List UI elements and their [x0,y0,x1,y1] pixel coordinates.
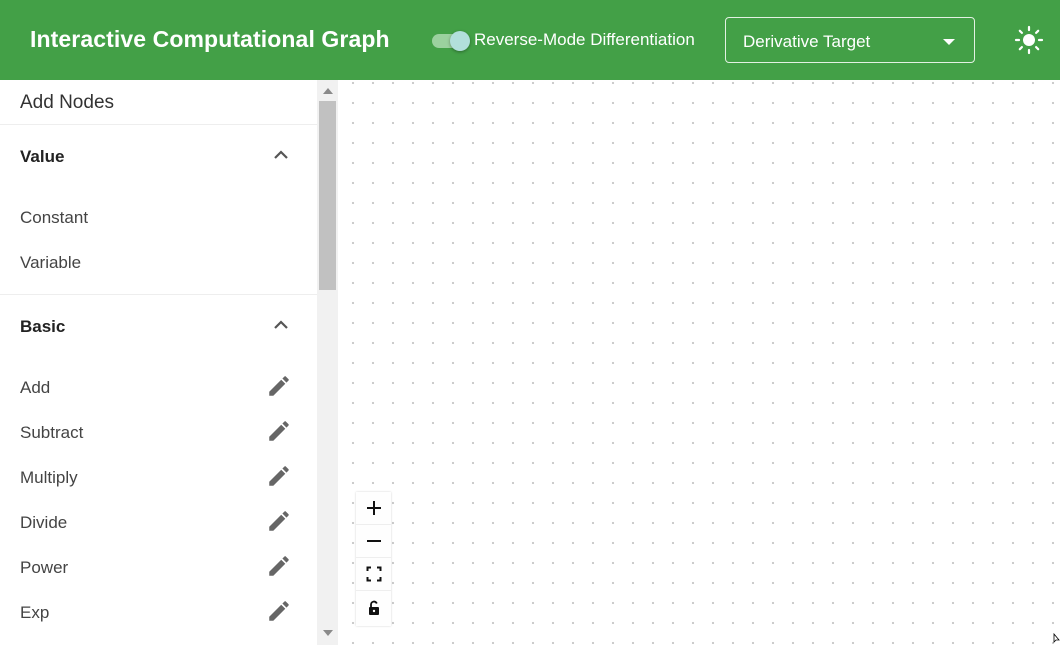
fit-view-icon [366,566,381,582]
theme-toggle-button[interactable] [1012,24,1046,58]
sidebar-title: Add Nodes [20,92,115,113]
node-item-label: Exp [20,603,50,622]
canvas-controls [356,492,391,626]
node-item-divide[interactable]: Divide [0,503,317,543]
pencil-icon[interactable] [266,508,292,534]
app-title: Interactive Computational Graph [30,26,390,52]
zoom-in-button[interactable] [356,492,391,525]
node-item-add[interactable]: Add [0,368,317,408]
graph-canvas[interactable] [339,80,1060,645]
section-title: Basic [20,317,66,336]
pencil-icon[interactable] [266,598,292,624]
node-item-label: Multiply [20,468,78,487]
app-bar: Interactive Computational Graph Reverse-… [0,0,1060,80]
scroll-up-arrow-icon[interactable] [323,88,333,94]
node-item-label: Divide [20,513,68,532]
zoom-out-button[interactable] [356,525,391,558]
lock-button[interactable] [356,591,391,624]
derivative-target-select[interactable]: Derivative Target [725,17,975,63]
sidebar-content: Add Nodes Value Constant Variable Basic … [0,80,317,645]
scrollbar-thumb[interactable] [319,101,336,290]
pencil-icon[interactable] [266,373,292,399]
mouse-cursor-icon [1053,633,1060,643]
dropdown-arrow-icon [943,39,955,45]
chevron-up-icon [274,320,288,329]
node-item-label: Constant [20,208,89,227]
pencil-icon[interactable] [266,463,292,489]
fit-view-button[interactable] [356,558,391,591]
zoom-out-icon [366,540,381,542]
lock-icon [368,600,379,615]
sun-icon [1014,25,1044,55]
node-sidebar: Add Nodes Value Constant Variable Basic … [0,80,338,645]
node-item-variable[interactable]: Variable [0,243,317,283]
zoom-in-icon [366,501,381,515]
node-item-exp[interactable]: Exp [0,593,317,633]
scroll-down-arrow-icon[interactable] [323,630,333,636]
toggle-thumb [450,31,470,51]
node-item-multiply[interactable]: Multiply [0,458,317,498]
sidebar-scrollbar[interactable] [317,80,338,645]
node-item-label: Add [20,378,51,397]
reverse-mode-toggle[interactable] [432,31,470,51]
reverse-mode-label[interactable]: Reverse-Mode Differentiation [474,30,695,49]
section-header-value[interactable]: Value [0,135,317,175]
node-item-power[interactable]: Power [0,548,317,588]
divider [0,294,317,295]
section-header-basic[interactable]: Basic [0,305,317,345]
node-item-subtract[interactable]: Subtract [0,413,317,453]
section-title: Value [20,147,65,166]
divider [0,124,317,125]
chevron-up-icon [274,150,288,159]
node-item-label: Variable [20,253,82,272]
node-item-label: Power [20,558,69,577]
derivative-target-value: Derivative Target [743,32,871,51]
pencil-icon[interactable] [266,418,292,444]
node-item-label: Subtract [20,423,84,442]
pencil-icon[interactable] [266,553,292,579]
node-item-constant[interactable]: Constant [0,198,317,238]
